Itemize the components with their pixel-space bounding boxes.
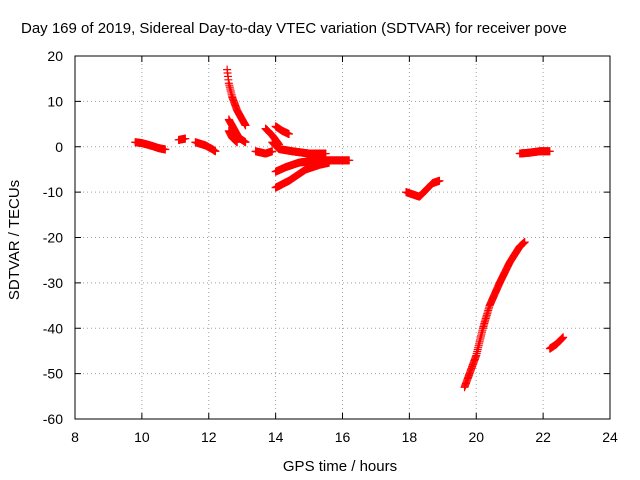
data-point	[211, 147, 220, 156]
data-point	[233, 138, 242, 147]
data-point	[321, 149, 330, 158]
data-point	[241, 138, 250, 147]
x-tick-label: 12	[201, 429, 217, 445]
y-tick-label: -50	[43, 366, 63, 382]
y-tick-label: -40	[43, 320, 63, 336]
y-tick-label: 10	[47, 93, 63, 109]
y-axis: -60 -50 -40 -30 -20 -10 0 10 20	[43, 48, 610, 427]
data-points	[131, 65, 568, 392]
data-point	[345, 156, 354, 165]
data-point	[520, 238, 529, 247]
data-point	[181, 134, 190, 143]
y-tick-label: -10	[43, 184, 63, 200]
x-axis: 8 10 12 14 16 18 20 22 24	[71, 56, 618, 445]
x-tick-label: 22	[535, 429, 551, 445]
x-tick-label: 24	[602, 429, 618, 445]
data-point	[161, 145, 170, 154]
data-point	[285, 130, 293, 139]
x-tick-label: 20	[468, 429, 484, 445]
data-point	[435, 176, 444, 185]
data-point	[545, 147, 554, 156]
y-tick-label: -30	[43, 275, 63, 291]
data-point	[241, 121, 250, 130]
data-point	[559, 333, 568, 342]
x-tick-label: 18	[402, 429, 418, 445]
grid	[75, 56, 610, 419]
x-tick-label: 16	[335, 429, 351, 445]
data-point	[325, 158, 334, 167]
y-tick-label: 0	[55, 139, 63, 155]
y-axis-label: SDTVAR / TECUs	[6, 180, 23, 300]
data-point	[268, 147, 277, 156]
chart-title: Day 169 of 2019, Sidereal Day-to-day VTE…	[21, 20, 567, 37]
y-tick-label: -60	[43, 411, 63, 427]
y-tick-label: -20	[43, 230, 63, 246]
x-tick-label: 14	[268, 429, 284, 445]
x-tick-label: 8	[71, 429, 79, 445]
x-axis-label: GPS time / hours	[283, 458, 397, 475]
x-tick-label: 10	[134, 429, 150, 445]
y-tick-label: 20	[47, 48, 63, 64]
